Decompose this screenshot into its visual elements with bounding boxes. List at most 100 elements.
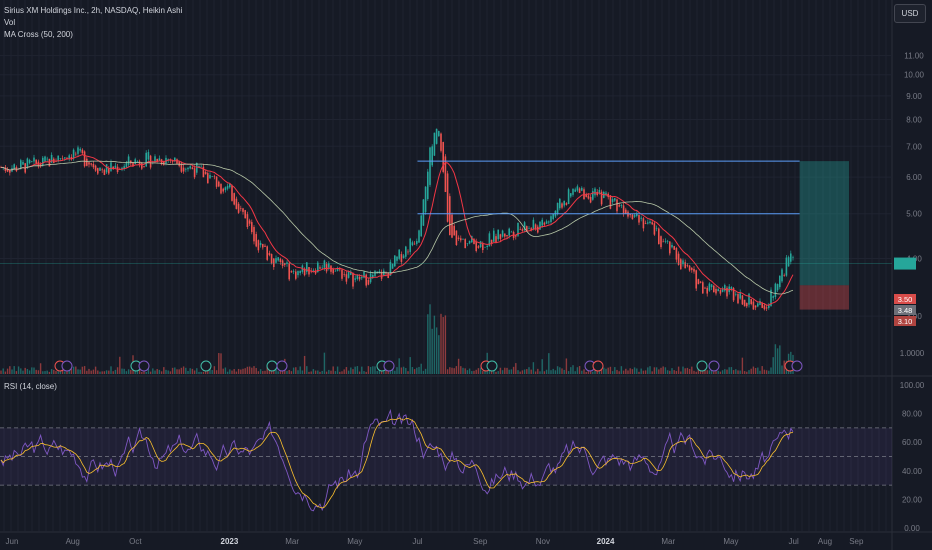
candle-body <box>776 284 779 291</box>
volume-bar <box>152 368 154 374</box>
volume-bar <box>462 367 464 374</box>
candle-body <box>616 199 618 212</box>
candle-body <box>347 271 350 278</box>
candle-body <box>565 203 568 205</box>
price-tick-label: 11.00 <box>904 52 924 61</box>
candle-body <box>277 257 279 261</box>
volume-bar <box>616 369 618 374</box>
candle-body <box>398 249 400 259</box>
volume-bar <box>196 368 198 374</box>
volume-bar <box>611 371 614 374</box>
volume-bar <box>209 366 211 374</box>
volume-bar <box>735 369 737 374</box>
candle-body <box>688 265 691 271</box>
volume-bar <box>361 366 363 374</box>
volume-bar <box>323 352 326 374</box>
volume-bar <box>649 366 651 374</box>
candle-body <box>548 221 550 223</box>
volume-bar <box>174 367 176 374</box>
candle-body <box>589 197 592 203</box>
candle-body <box>325 264 328 272</box>
candle-body <box>33 157 35 162</box>
candle-body <box>143 166 145 167</box>
price-axis-label-bg <box>894 305 916 315</box>
volume-bar <box>268 370 271 374</box>
volume-bar <box>673 370 675 374</box>
event-marker <box>276 360 288 372</box>
candle-body <box>774 283 777 297</box>
candle-body <box>176 159 178 164</box>
volume-bar <box>660 367 662 374</box>
volume-bar <box>620 366 623 374</box>
candle-body <box>202 166 205 178</box>
volume-bar <box>211 370 213 374</box>
candle-body <box>479 241 482 248</box>
volume-bar <box>367 366 370 374</box>
volume-bar <box>532 362 535 374</box>
candle-body <box>499 234 502 239</box>
candle-body <box>380 271 383 279</box>
volume-bar <box>754 367 757 374</box>
volume-bar <box>695 371 697 374</box>
volume-bar <box>440 313 442 374</box>
candle-body <box>781 269 783 282</box>
candle-body <box>649 221 651 223</box>
volume-bar <box>633 367 636 374</box>
volume-bar <box>539 371 541 374</box>
price-tick-label: 6.00 <box>906 173 922 182</box>
candle-body <box>653 223 656 235</box>
volume-bar <box>422 370 425 374</box>
volume-bar <box>748 370 750 374</box>
volume-bar <box>741 357 744 374</box>
volume-bar <box>330 370 332 374</box>
volume-bar <box>576 367 579 374</box>
candle-body <box>407 251 409 253</box>
candle-body <box>121 167 123 170</box>
candle-body <box>4 167 7 171</box>
candle-body <box>726 287 728 297</box>
volume-bar <box>413 369 416 374</box>
candle-body <box>506 235 508 237</box>
candle-body <box>669 241 671 254</box>
candle-body <box>710 284 713 288</box>
candle-body <box>141 163 143 169</box>
volume-bar <box>504 367 506 374</box>
volume-bar <box>411 367 414 374</box>
volume-bar <box>182 366 185 374</box>
currency-button[interactable]: USD <box>894 4 926 23</box>
candle-body <box>114 165 117 168</box>
candle-body <box>178 161 180 166</box>
volume-bar <box>347 370 350 374</box>
volume-bar <box>523 369 526 374</box>
candle-body <box>677 253 680 265</box>
volume-bar <box>508 369 510 374</box>
candle-body <box>314 270 317 274</box>
candle-body <box>686 265 689 267</box>
candle-body <box>189 166 191 169</box>
volume-bar <box>332 366 334 374</box>
candle-body <box>765 307 768 309</box>
candle-body <box>460 238 462 241</box>
candle-body <box>614 198 616 201</box>
volume-bar <box>136 368 139 374</box>
volume-bar <box>515 363 517 374</box>
volume-bar <box>622 370 625 374</box>
candle-body <box>625 209 627 214</box>
volume-bar <box>719 371 722 374</box>
candle-body <box>108 168 110 174</box>
candle-body <box>328 263 330 268</box>
candle-body <box>57 155 59 162</box>
candle-body <box>134 159 136 164</box>
candle-body <box>77 147 79 154</box>
candle-body <box>770 289 772 307</box>
volume-bar <box>79 369 81 374</box>
volume-bar <box>501 370 504 374</box>
volume-bar <box>306 366 308 374</box>
candle-body <box>68 155 70 159</box>
candle-body <box>530 228 532 231</box>
volume-bar <box>191 368 194 374</box>
volume-bar <box>242 368 244 374</box>
candle-body <box>675 247 678 260</box>
volume-bar <box>123 368 125 374</box>
